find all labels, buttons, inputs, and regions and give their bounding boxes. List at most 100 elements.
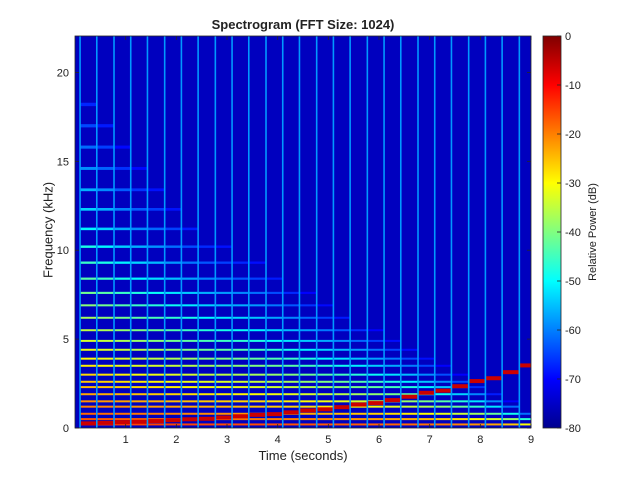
heatmap-background — [75, 36, 531, 428]
harmonic-band — [80, 316, 97, 319]
harmonic-band — [181, 339, 199, 342]
harmonic-band — [80, 207, 97, 211]
harmonic-band — [266, 348, 283, 351]
harmonic-band — [147, 207, 165, 211]
harmonic-band — [181, 373, 199, 376]
harmonic-band — [130, 207, 148, 211]
harmonic-band — [299, 304, 317, 307]
y-axis: 0 5 10 15 20 — [57, 67, 531, 435]
harmonic-band — [418, 373, 435, 376]
harmonic-band — [333, 339, 351, 342]
note-segment — [265, 36, 283, 428]
harmonic-band — [299, 418, 317, 421]
harmonic-band — [232, 423, 249, 426]
harmonic-band — [114, 145, 131, 149]
harmonic-band — [299, 393, 317, 396]
harmonic-band — [266, 418, 283, 421]
harmonic-band — [147, 304, 165, 307]
note-segment — [484, 36, 503, 428]
harmonic-band — [333, 316, 351, 319]
harmonic-band — [232, 364, 249, 367]
harmonic-band — [248, 277, 267, 280]
note-segment — [298, 36, 317, 428]
harmonic-band — [316, 386, 334, 389]
harmonic-band — [418, 423, 435, 426]
harmonic-band — [114, 364, 131, 367]
fundamental-band — [299, 408, 317, 413]
fundamental-band — [418, 390, 435, 395]
harmonic-band — [164, 400, 182, 403]
harmonic-band — [198, 364, 216, 367]
harmonic-band — [232, 380, 249, 383]
harmonic-band — [299, 386, 317, 389]
note-segment — [349, 36, 368, 428]
harmonic-band — [164, 423, 182, 426]
harmonic-band — [96, 380, 115, 383]
harmonic-band — [418, 400, 435, 403]
note-segment — [467, 36, 486, 428]
harmonic-band — [367, 393, 385, 396]
harmonic-band — [350, 329, 368, 332]
harmonic-band — [350, 339, 368, 342]
harmonic-band — [181, 405, 199, 408]
harmonic-band — [299, 373, 317, 376]
harmonic-band — [299, 348, 317, 351]
harmonic-band — [198, 245, 216, 248]
harmonic-band — [485, 405, 503, 408]
harmonic-band — [114, 188, 131, 192]
harmonic-band — [198, 339, 216, 342]
harmonic-band — [434, 364, 452, 367]
harmonic-band — [215, 400, 233, 403]
harmonic-band — [215, 423, 233, 426]
harmonic-band — [299, 423, 317, 426]
harmonic-band — [367, 373, 385, 376]
harmonic-band — [434, 393, 452, 396]
note-segment — [417, 36, 435, 428]
harmonic-band — [164, 316, 182, 319]
harmonic-band — [232, 291, 249, 294]
harmonic-band — [333, 364, 351, 367]
harmonic-band — [418, 412, 435, 415]
harmonic-band — [181, 227, 199, 231]
harmonic-band — [130, 329, 148, 332]
harmonic-band — [147, 245, 165, 248]
harmonic-band — [215, 373, 233, 376]
harmonic-band — [181, 261, 199, 264]
harmonic-band — [215, 386, 233, 389]
harmonic-band — [468, 418, 486, 421]
harmonic-band — [418, 386, 435, 389]
harmonic-band — [519, 418, 531, 421]
harmonic-band — [96, 348, 115, 351]
harmonic-band — [451, 412, 469, 415]
harmonic-band — [164, 207, 182, 211]
harmonic-band — [164, 329, 182, 332]
fundamental-band — [502, 370, 520, 375]
harmonic-band — [114, 400, 131, 403]
harmonic-band — [130, 348, 148, 351]
harmonic-band — [266, 277, 283, 280]
harmonic-band — [282, 380, 300, 383]
harmonic-band — [299, 316, 317, 319]
fundamental-band — [248, 412, 267, 417]
colorbar-tick-label: -50 — [565, 276, 581, 288]
fundamental-band — [266, 412, 283, 417]
harmonic-band — [266, 357, 283, 360]
chart-title: Spectrogram (FFT Size: 1024) — [211, 17, 395, 32]
harmonic-band — [164, 364, 182, 367]
harmonic-band — [164, 412, 182, 415]
harmonic-band — [451, 373, 469, 376]
harmonic-band — [96, 188, 115, 192]
harmonic-band — [80, 393, 97, 396]
harmonic-band — [114, 291, 131, 294]
harmonic-band — [350, 423, 368, 426]
harmonic-band — [232, 339, 249, 342]
harmonic-band — [181, 364, 199, 367]
harmonic-band — [502, 412, 520, 415]
harmonic-band — [282, 291, 300, 294]
harmonic-band — [80, 277, 97, 280]
harmonic-band — [282, 400, 300, 403]
harmonic-band — [181, 393, 199, 396]
harmonic-band — [96, 145, 115, 149]
harmonic-band — [232, 418, 249, 421]
harmonic-band — [367, 348, 385, 351]
